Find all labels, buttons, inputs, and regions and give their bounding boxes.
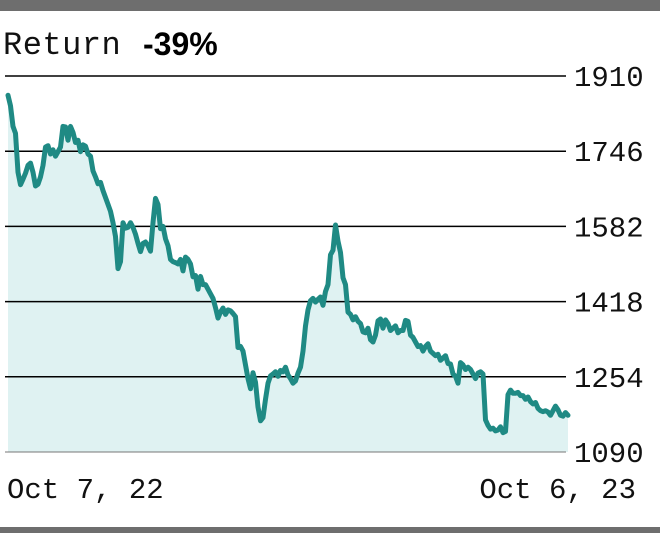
x-tick-label: Oct 6, 23 bbox=[479, 474, 636, 507]
top-border bbox=[0, 0, 660, 11]
line-layer bbox=[5, 92, 571, 436]
y-tick-label: 1254 bbox=[574, 363, 644, 396]
y-tick-label: 1090 bbox=[574, 438, 644, 471]
series-area bbox=[8, 95, 568, 453]
x-tick-label: Oct 7, 22 bbox=[7, 474, 164, 507]
x-axis-ticks: Oct 7, 22 Oct 6, 23 bbox=[7, 474, 636, 507]
area-layer bbox=[8, 95, 568, 453]
bottom-border bbox=[0, 527, 660, 533]
return-label: Return bbox=[3, 27, 122, 64]
y-tick-label: 1418 bbox=[574, 288, 644, 321]
y-tick-label: 1910 bbox=[574, 62, 644, 95]
y-tick-label: 1746 bbox=[574, 137, 644, 170]
y-tick-label: 1582 bbox=[574, 212, 644, 245]
series-line bbox=[5, 92, 571, 436]
return-value: -39% bbox=[143, 26, 218, 62]
y-axis-ticks: 1910 1746 1582 1418 1254 1090 bbox=[574, 62, 644, 471]
